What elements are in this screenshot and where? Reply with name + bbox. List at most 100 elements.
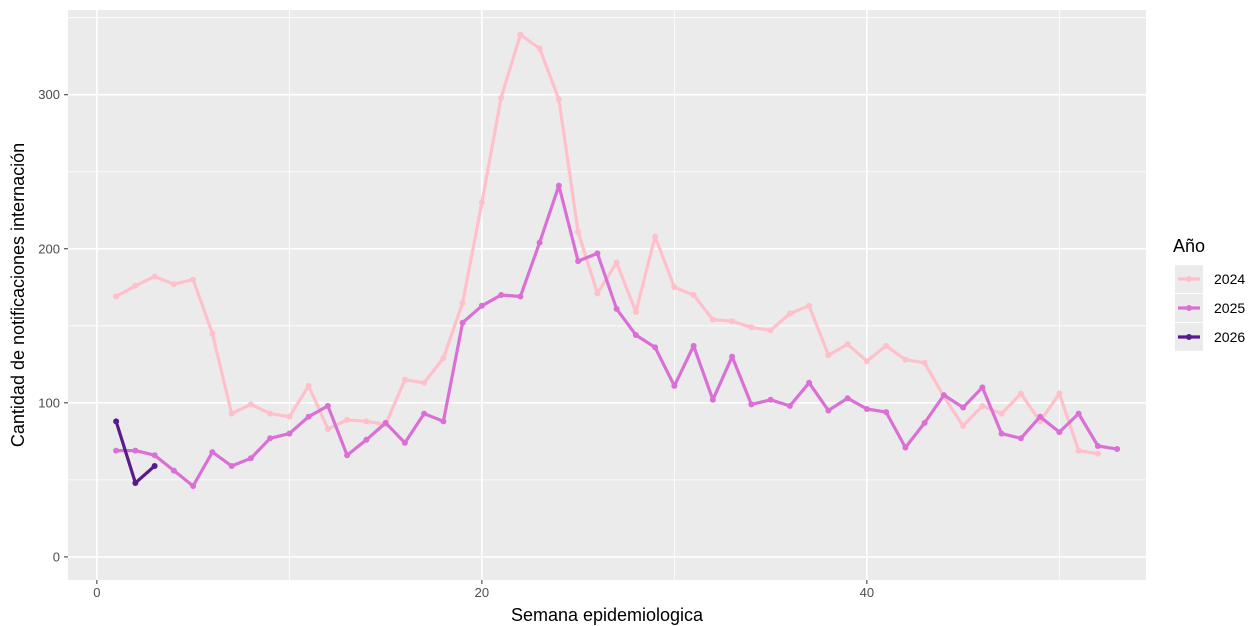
data-point-2025 <box>151 452 158 459</box>
data-point-2024 <box>536 45 543 52</box>
data-point-2024 <box>190 276 197 283</box>
data-point-2025 <box>883 409 890 416</box>
data-point-2024 <box>421 379 428 386</box>
data-point-2025 <box>247 455 254 462</box>
data-point-2024 <box>748 324 755 331</box>
data-point-2025 <box>786 402 793 409</box>
data-point-2024 <box>267 410 274 417</box>
legend-point-2025 <box>1186 305 1192 311</box>
data-point-2024 <box>786 310 793 317</box>
data-point-2024 <box>498 94 505 101</box>
data-point-2024 <box>825 352 832 359</box>
data-point-2024 <box>979 402 986 409</box>
data-point-2024 <box>517 31 524 38</box>
y-tick-label: 100 <box>38 395 60 410</box>
data-point-2025 <box>478 302 485 309</box>
legend-point-2026 <box>1186 334 1192 340</box>
data-point-2025 <box>536 239 543 246</box>
data-point-2024 <box>863 358 870 365</box>
data-point-2025 <box>960 404 967 411</box>
data-point-2025 <box>228 463 235 469</box>
y-tick-label: 200 <box>38 241 60 256</box>
legend-point-2024 <box>1186 276 1192 282</box>
data-point-2026 <box>151 463 158 469</box>
data-point-2025 <box>286 430 293 437</box>
data-point-2024 <box>729 318 736 325</box>
data-point-2025 <box>132 447 139 454</box>
data-point-2024 <box>209 330 216 337</box>
data-point-2025 <box>921 419 928 426</box>
data-point-2025 <box>767 396 774 403</box>
data-point-2024 <box>305 382 312 389</box>
x-tick-label: 40 <box>860 585 874 600</box>
x-axis: 0 20 40 <box>93 580 874 600</box>
data-point-2025 <box>844 395 851 402</box>
data-point-2025 <box>594 250 601 257</box>
data-point-2025 <box>863 406 870 412</box>
data-point-2024 <box>401 376 408 383</box>
data-point-2025 <box>324 402 331 409</box>
series-layer <box>113 31 1121 490</box>
data-point-2025 <box>632 332 639 339</box>
minor-gridlines <box>68 10 1146 580</box>
data-point-2025 <box>401 439 408 446</box>
data-point-2024 <box>594 290 601 297</box>
data-point-2025 <box>613 305 620 312</box>
data-point-2025 <box>690 342 697 349</box>
data-point-2024 <box>478 199 485 206</box>
data-point-2025 <box>555 182 562 189</box>
data-point-2025 <box>671 382 678 389</box>
y-tick-label: 0 <box>53 549 60 564</box>
data-point-2024 <box>228 410 235 417</box>
data-point-2024 <box>998 410 1005 417</box>
data-point-2025 <box>305 413 312 420</box>
data-point-2025 <box>498 292 505 298</box>
data-point-2024 <box>632 308 639 315</box>
data-point-2025 <box>113 447 120 454</box>
data-point-2025 <box>190 483 197 490</box>
data-point-2024 <box>113 293 120 300</box>
data-point-2024 <box>344 416 351 423</box>
data-point-2024 <box>459 299 466 306</box>
data-point-2024 <box>575 228 582 235</box>
y-tick-label: 300 <box>38 87 60 102</box>
data-point-2024 <box>844 341 851 348</box>
data-point-2025 <box>382 419 389 426</box>
data-point-2025 <box>1075 410 1082 417</box>
data-point-2024 <box>960 422 967 429</box>
data-point-2025 <box>729 353 736 360</box>
data-point-2025 <box>998 430 1005 437</box>
data-point-2025 <box>709 396 716 403</box>
data-point-2024 <box>363 418 370 425</box>
data-point-2025 <box>652 344 659 351</box>
data-point-2025 <box>517 293 524 300</box>
data-point-2024 <box>613 259 620 266</box>
data-point-2024 <box>883 342 890 349</box>
data-point-2024 <box>324 426 331 433</box>
data-point-2025 <box>170 467 177 474</box>
data-point-2025 <box>1114 446 1121 453</box>
data-point-2026 <box>132 479 139 486</box>
data-point-2025 <box>1037 413 1044 420</box>
legend-title: Año <box>1173 236 1205 256</box>
data-point-2024 <box>921 359 928 366</box>
data-point-2025 <box>344 452 351 459</box>
legend-label-2025: 2025 <box>1214 300 1245 316</box>
data-point-2024 <box>555 96 562 103</box>
data-point-2025 <box>806 379 813 386</box>
data-point-2025 <box>363 436 370 443</box>
data-point-2025 <box>940 392 947 399</box>
data-point-2025 <box>267 435 274 442</box>
x-tick-label: 20 <box>475 585 489 600</box>
data-point-2024 <box>1017 390 1024 397</box>
data-point-2025 <box>825 407 832 414</box>
data-point-2025 <box>440 418 447 425</box>
data-point-2024 <box>652 233 659 240</box>
data-point-2024 <box>690 292 697 298</box>
y-axis: 0 100 200 300 <box>38 87 68 564</box>
legend-label-2024: 2024 <box>1214 271 1245 287</box>
data-point-2024 <box>440 355 447 362</box>
data-point-2024 <box>902 356 909 363</box>
data-point-2025 <box>421 410 428 417</box>
